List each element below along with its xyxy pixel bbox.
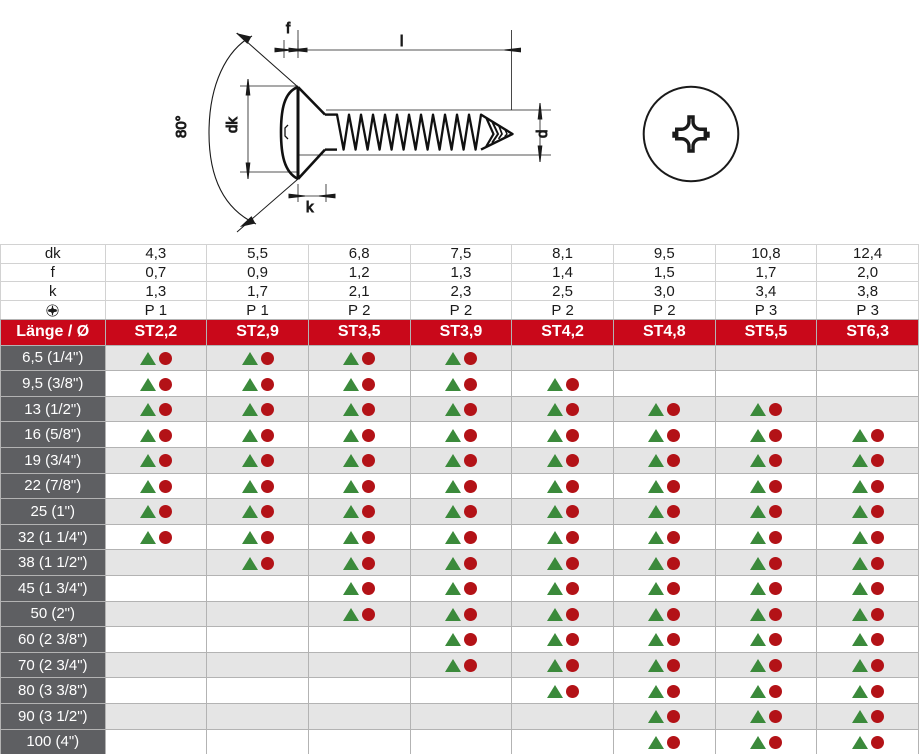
svg-text:l: l [400,33,403,50]
svg-text:k: k [306,199,314,216]
svg-text:f: f [286,20,291,37]
svg-text:80°: 80° [173,115,190,138]
svg-text:dk: dk [224,117,241,133]
svg-text:d: d [534,130,551,138]
